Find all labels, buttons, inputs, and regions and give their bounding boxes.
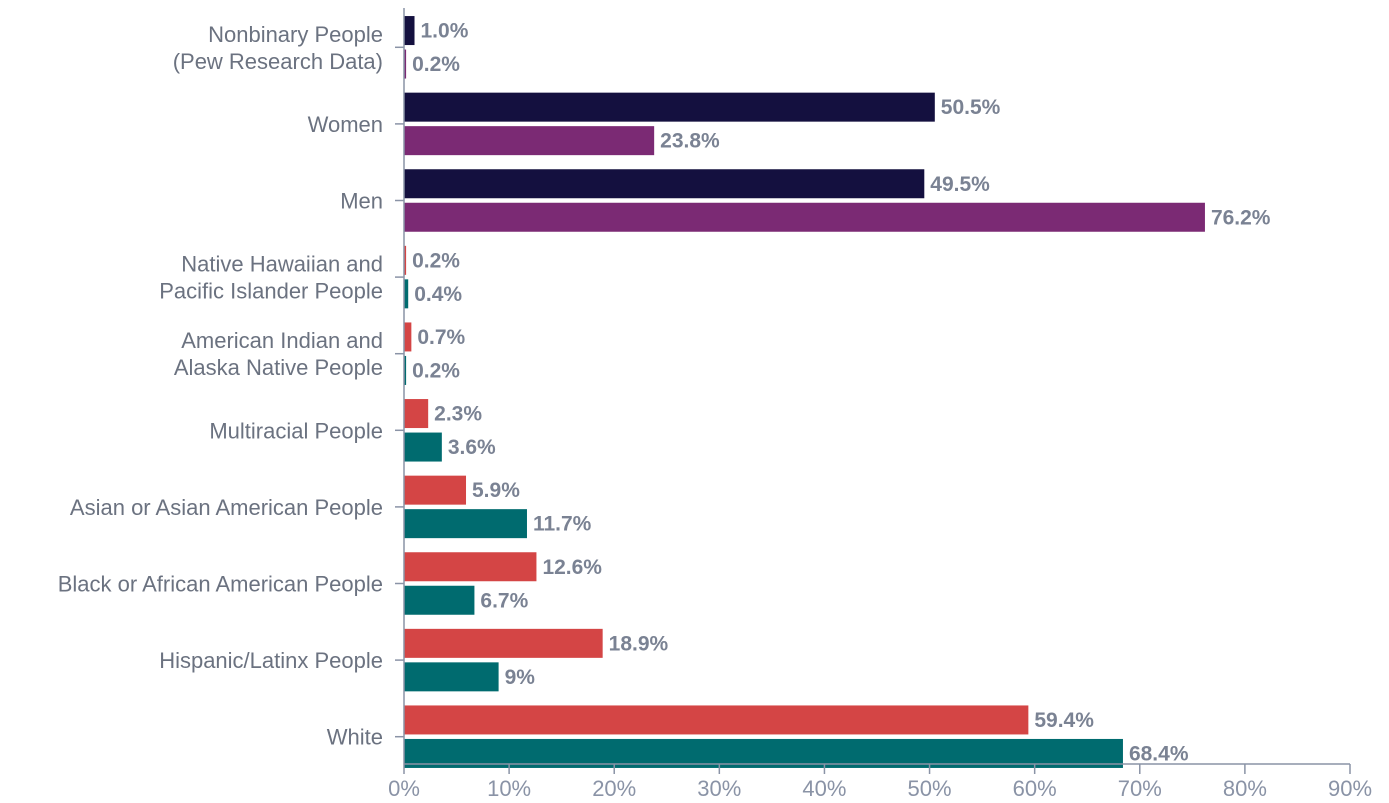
category-label-0-1: (Pew Research Data) xyxy=(173,49,383,74)
bars-layer: 1.0% 0.2% 50.5% 23.8% 49.5% 76.2% 0.2% 0.4% 0.7%… xyxy=(404,16,1271,768)
bar-9-1 xyxy=(404,738,1123,768)
data-label-5-1: 3.6% xyxy=(448,436,496,459)
x-tick-label-2: 20% xyxy=(592,776,636,801)
data-label-6-1: 11.7% xyxy=(533,513,592,536)
bar-4-1 xyxy=(404,355,407,385)
axes: 0% 10% 20% 30% 40% 50% 60% 70% 80% 90% xyxy=(388,8,1372,801)
category-label-6-0: Asian or Asian American People xyxy=(70,495,383,520)
bar-8-0 xyxy=(404,628,603,658)
bar-7-0 xyxy=(404,552,537,582)
data-label-2-0: 49.5% xyxy=(930,173,990,196)
data-label-6-0: 5.9% xyxy=(472,479,520,502)
bar-5-1 xyxy=(404,432,442,462)
bar-5-0 xyxy=(404,399,429,429)
data-label-9-1: 68.4% xyxy=(1129,742,1189,765)
data-label-8-1: 9% xyxy=(505,666,536,689)
x-tick-label-9: 90% xyxy=(1328,776,1372,801)
category-labels: Nonbinary People(Pew Research Data) Women… xyxy=(58,22,383,750)
category-label-4-0: American Indian and xyxy=(181,328,383,353)
data-label-8-0: 18.9% xyxy=(609,632,669,655)
bar-0-1 xyxy=(404,49,407,79)
x-tick-label-0: 0% xyxy=(388,776,420,801)
category-label-7-0: Black or African American People xyxy=(58,572,383,597)
x-tick-label-1: 10% xyxy=(487,776,531,801)
data-label-7-1: 6.7% xyxy=(480,589,528,612)
bar-7-1 xyxy=(404,585,475,615)
category-label-9-0: White xyxy=(327,725,383,750)
data-label-0-1: 0.2% xyxy=(412,53,460,76)
bar-0-0 xyxy=(404,16,415,46)
bar-2-0 xyxy=(404,169,925,199)
category-label-1-0: Women xyxy=(308,112,383,137)
data-label-1-1: 23.8% xyxy=(660,130,720,153)
category-label-4-1: Alaska Native People xyxy=(174,355,383,380)
category-label-0-0: Nonbinary People xyxy=(208,22,383,47)
data-label-7-0: 12.6% xyxy=(542,556,602,579)
bar-6-1 xyxy=(404,509,527,539)
data-label-9-0: 59.4% xyxy=(1034,709,1094,732)
bar-3-1 xyxy=(404,279,409,309)
x-tick-label-5: 50% xyxy=(908,776,952,801)
bar-3-0 xyxy=(404,245,407,275)
bar-2-1 xyxy=(404,202,1205,232)
bar-1-1 xyxy=(404,126,655,156)
x-tick-label-7: 70% xyxy=(1118,776,1162,801)
data-label-3-0: 0.2% xyxy=(412,249,460,272)
data-label-4-1: 0.2% xyxy=(412,359,460,382)
category-label-5-0: Multiracial People xyxy=(209,418,383,443)
x-tick-label-4: 40% xyxy=(802,776,846,801)
category-label-8-0: Hispanic/Latinx People xyxy=(159,648,383,673)
x-tick-label-8: 80% xyxy=(1223,776,1267,801)
data-label-2-1: 76.2% xyxy=(1211,206,1271,229)
data-label-0-0: 1.0% xyxy=(421,20,469,43)
bar-8-1 xyxy=(404,662,499,692)
data-label-3-1: 0.4% xyxy=(414,283,462,306)
data-label-4-0: 0.7% xyxy=(417,326,465,349)
bar-4-0 xyxy=(404,322,412,352)
x-tick-label-6: 60% xyxy=(1013,776,1057,801)
bar-1-0 xyxy=(404,92,935,122)
category-label-2-0: Men xyxy=(340,189,383,214)
bar-9-0 xyxy=(404,705,1029,735)
category-label-3-0: Native Hawaiian and xyxy=(181,252,383,277)
bar-6-0 xyxy=(404,475,467,505)
data-label-5-0: 2.3% xyxy=(434,403,482,426)
data-label-1-0: 50.5% xyxy=(941,96,1001,119)
x-tick-label-3: 30% xyxy=(697,776,741,801)
category-label-3-1: Pacific Islander People xyxy=(159,279,383,304)
